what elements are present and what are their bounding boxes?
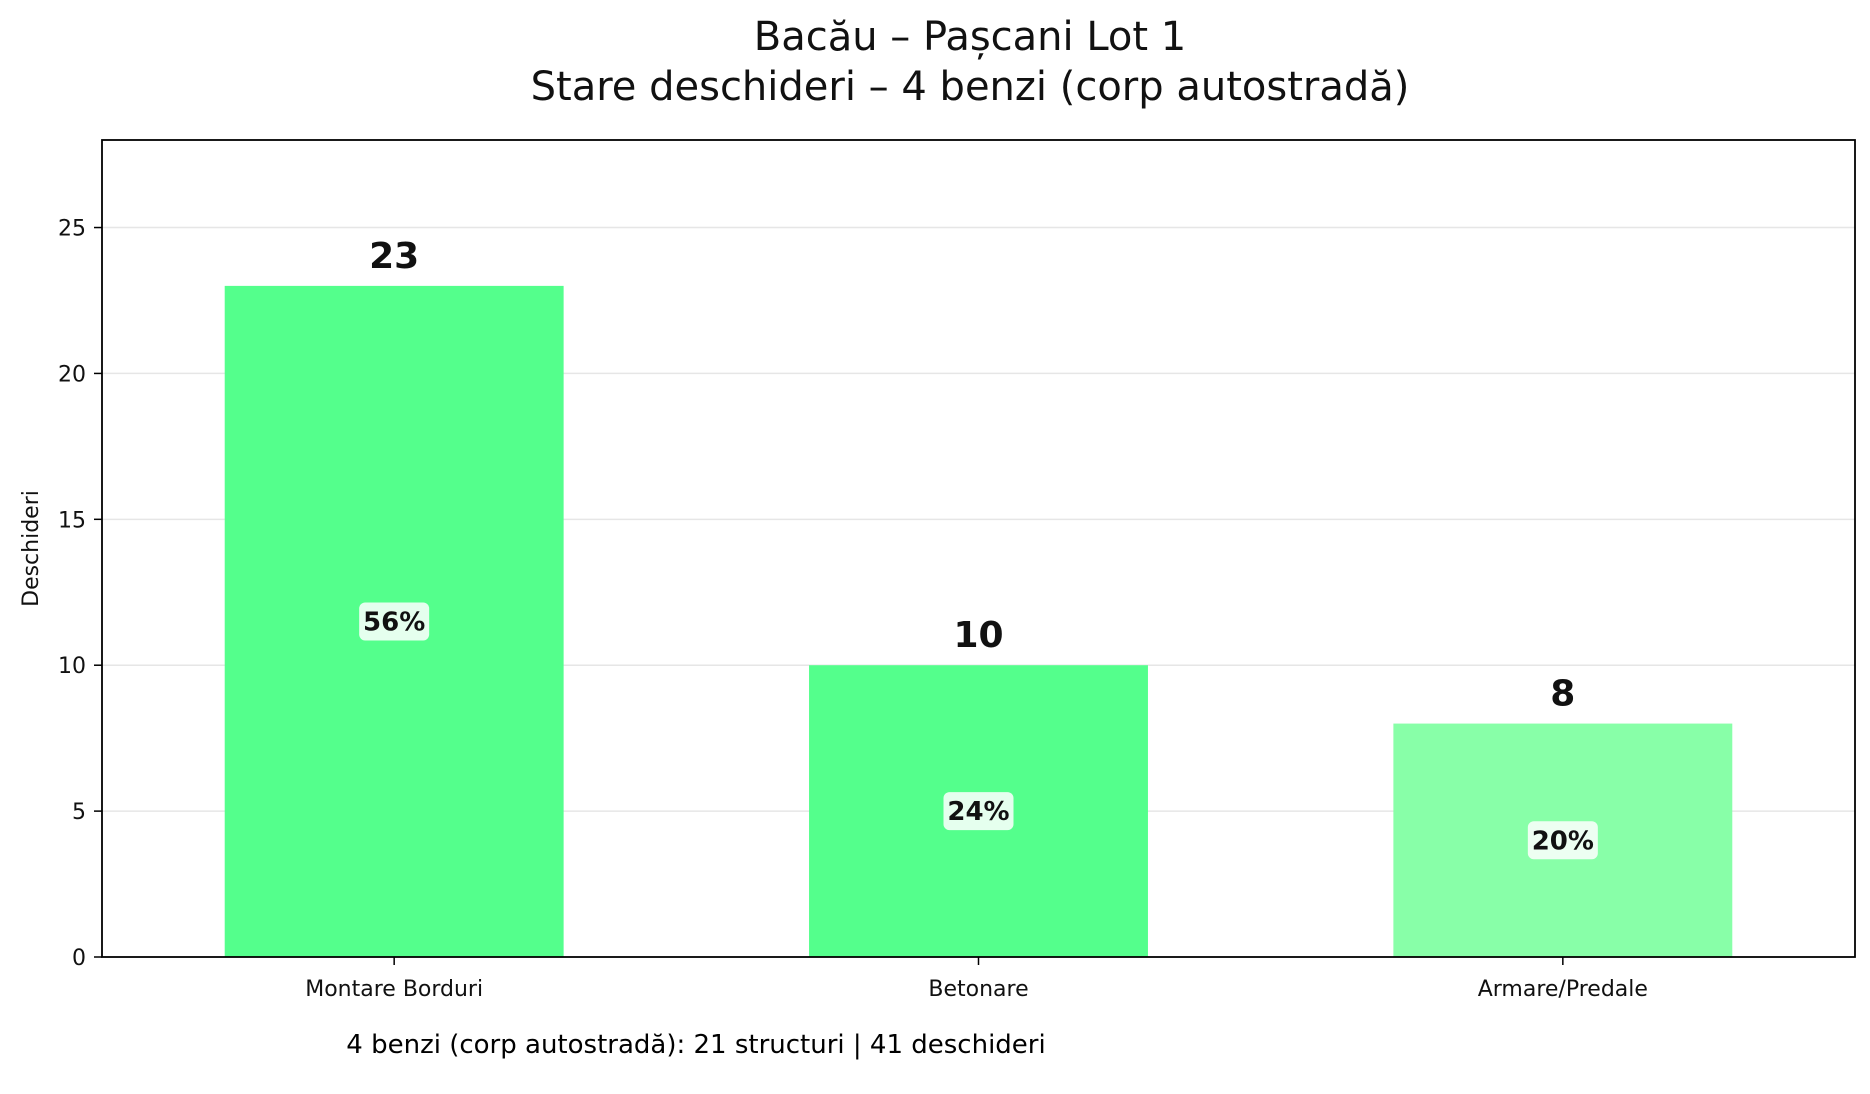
y-tick-label: 25 — [58, 217, 86, 242]
y-tick-label: 0 — [72, 946, 86, 971]
bar-percent-label: 56% — [363, 607, 425, 637]
x-tick-label: Armare/Predale — [1478, 977, 1648, 1002]
bar-value-label: 10 — [953, 615, 1003, 656]
bar-percent-label: 20% — [1532, 826, 1594, 856]
percent-label-box — [1527, 821, 1598, 860]
y-axis-label: Deschideri — [19, 490, 44, 607]
bar-value-label: 23 — [369, 236, 419, 277]
y-tick-label: 15 — [58, 508, 86, 533]
chart-footer-summary: 4 benzi (corp autostradă): 21 structuri … — [346, 1030, 1046, 1060]
chart-title: Bacău – Pașcani Lot 1 — [753, 14, 1187, 60]
y-tick-label: 10 — [58, 654, 86, 679]
percent-label-box — [359, 602, 430, 641]
bar-percent-label: 24% — [947, 797, 1009, 827]
y-tick-label: 5 — [72, 800, 86, 825]
y-tick-label: 20 — [58, 362, 86, 387]
x-tick-label: Betonare — [928, 977, 1028, 1002]
x-tick-label: Montare Borduri — [305, 977, 483, 1002]
plot-frame — [101, 139, 1856, 958]
percent-label-box — [943, 792, 1014, 831]
bar-value-label: 8 — [1550, 674, 1575, 715]
chart-subtitle: Stare deschideri – 4 benzi (corp autostr… — [530, 64, 1410, 110]
